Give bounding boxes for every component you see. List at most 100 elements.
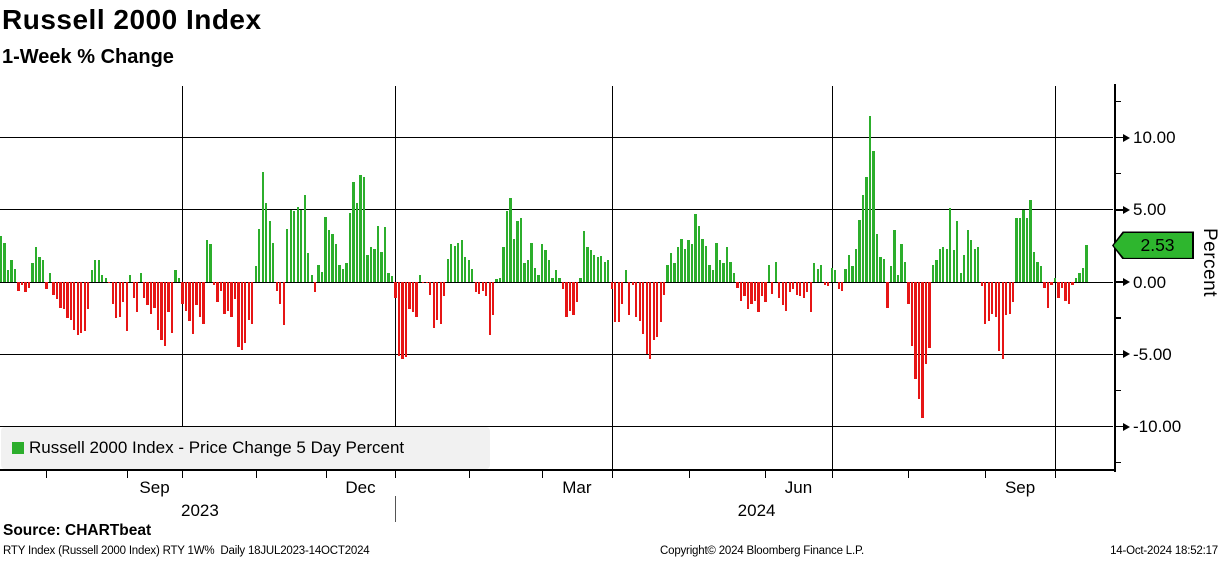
bar xyxy=(397,282,401,356)
y-major-tick xyxy=(1114,353,1125,355)
bar xyxy=(223,282,226,314)
bar xyxy=(739,282,743,301)
bar xyxy=(628,282,631,316)
bar xyxy=(94,260,97,282)
last-value-badge: 2.53 xyxy=(1112,231,1194,260)
bar xyxy=(505,211,509,282)
bar xyxy=(767,264,770,282)
bar xyxy=(0,235,3,282)
bar xyxy=(251,282,254,324)
bar xyxy=(429,282,432,295)
bar xyxy=(317,264,320,282)
gridline-horizontal xyxy=(0,137,1113,138)
bar xyxy=(952,250,955,282)
bar xyxy=(219,282,223,291)
bar xyxy=(359,175,362,282)
bar xyxy=(383,227,387,282)
bar xyxy=(879,257,882,282)
bar xyxy=(404,282,408,358)
bar xyxy=(73,282,76,330)
bar xyxy=(614,282,617,323)
legend-label: Russell 2000 Index - Price Change 5 Day … xyxy=(29,438,405,457)
bar xyxy=(572,282,575,316)
bar xyxy=(481,282,484,291)
bar xyxy=(390,276,394,282)
bar xyxy=(111,282,114,304)
bar xyxy=(868,115,872,282)
bar xyxy=(355,202,359,282)
page-title: Russell 2000 Index xyxy=(2,4,262,35)
bar xyxy=(352,182,355,282)
bar xyxy=(1057,282,1060,298)
y-axis-tick-label: 5.00 xyxy=(1133,200,1167,220)
month-tick xyxy=(1054,471,1056,478)
bar xyxy=(718,260,722,282)
bar xyxy=(928,282,931,349)
bar xyxy=(834,270,837,282)
bar xyxy=(97,260,100,282)
bar xyxy=(149,282,153,314)
bar xyxy=(764,282,767,303)
bar xyxy=(289,209,292,282)
bar xyxy=(966,229,969,282)
bar xyxy=(474,282,477,293)
bar xyxy=(83,282,86,332)
month-tick xyxy=(908,471,910,478)
x-axis-month-label: Sep xyxy=(1004,478,1036,497)
bar xyxy=(935,260,938,282)
bar xyxy=(1085,245,1088,282)
bar xyxy=(24,282,27,293)
bar xyxy=(844,268,847,282)
bar xyxy=(942,247,945,282)
bar xyxy=(753,282,757,301)
bar xyxy=(156,282,160,330)
legend: Russell 2000 Index - Price Change 5 Day … xyxy=(1,427,490,469)
bar xyxy=(722,263,725,282)
bar xyxy=(837,282,840,290)
y-axis-title: Percent xyxy=(1199,228,1220,297)
bar xyxy=(345,263,348,282)
bar xyxy=(554,270,558,282)
x-axis-month-label: Mar xyxy=(562,478,592,497)
y-tick-arrow-icon xyxy=(1123,350,1130,359)
bar xyxy=(38,257,41,282)
bar xyxy=(118,282,121,317)
gridline-horizontal xyxy=(0,209,1113,211)
bar xyxy=(872,150,875,282)
bar xyxy=(1071,282,1074,285)
bar xyxy=(799,282,802,297)
bar xyxy=(460,240,463,282)
bar xyxy=(778,282,781,298)
bar xyxy=(334,244,338,282)
bar xyxy=(669,253,673,282)
bar xyxy=(432,282,435,329)
bar xyxy=(136,282,139,313)
bar xyxy=(478,282,481,294)
bar xyxy=(816,268,819,282)
bar xyxy=(886,282,889,308)
bar xyxy=(341,268,345,282)
bar xyxy=(279,282,282,304)
bar xyxy=(963,254,966,282)
bar xyxy=(1005,282,1008,316)
bar xyxy=(101,274,104,282)
bar xyxy=(1015,218,1018,282)
month-tick xyxy=(325,471,327,478)
bar xyxy=(711,270,715,282)
bar xyxy=(146,282,149,306)
bar xyxy=(617,282,620,323)
x-axis-month-label: Dec xyxy=(345,478,376,497)
x-axis-year-label: 2024 xyxy=(737,501,776,520)
bar xyxy=(586,247,589,282)
bar xyxy=(87,282,90,310)
bar xyxy=(973,248,976,282)
y-tick-arrow-icon xyxy=(1123,278,1130,286)
bar xyxy=(338,264,341,282)
bar xyxy=(366,254,369,282)
bar xyxy=(820,264,823,282)
bar xyxy=(181,282,184,304)
footnote-ticker: RTY Index (Russell 2000 Index) RTY 1W% D… xyxy=(3,545,370,557)
bar xyxy=(663,282,666,295)
source-label: Source: CHARTbeat xyxy=(3,522,152,539)
bar xyxy=(1018,218,1022,282)
